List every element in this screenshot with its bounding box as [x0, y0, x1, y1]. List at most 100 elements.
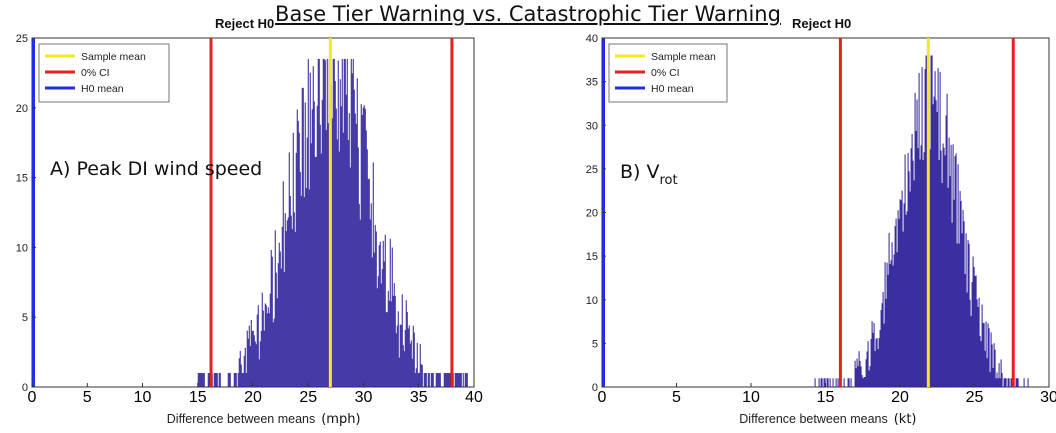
- histogram-bar: [454, 373, 456, 387]
- histogram-bar: [824, 378, 826, 387]
- histogram-bar: [311, 109, 313, 387]
- histogram-bar: [327, 123, 329, 387]
- x-tick-label: 0: [598, 389, 607, 406]
- histogram-bar: [264, 303, 266, 387]
- histogram-bar: [1003, 378, 1005, 387]
- histogram-bar: [280, 268, 282, 387]
- histogram-bar: [914, 92, 916, 387]
- histogram-bar: [987, 323, 989, 387]
- histogram-bar: [857, 366, 859, 387]
- x-tick-label: 40: [465, 389, 483, 406]
- histogram-bar: [832, 378, 834, 387]
- histogram-bar: [917, 148, 919, 387]
- histogram-bar: [936, 111, 938, 387]
- histogram-bar: [396, 325, 398, 387]
- histogram-bar: [350, 58, 352, 387]
- histogram-bar: [403, 351, 405, 387]
- histogram-bar: [344, 58, 346, 387]
- histogram-bar: [1000, 359, 1002, 387]
- histogram-bar: [239, 350, 241, 387]
- histogram-bar: [406, 311, 408, 387]
- y-tick-label: 5: [592, 338, 598, 350]
- histogram-bar: [955, 153, 957, 387]
- histogram-bar: [921, 67, 923, 387]
- histogram-bar: [889, 264, 891, 387]
- histogram-bar: [400, 324, 402, 387]
- histogram-bar: [888, 232, 890, 387]
- histogram-bar: [301, 87, 303, 387]
- histogram-bar: [863, 376, 865, 387]
- histogram-bar: [885, 298, 887, 387]
- histogram-bar: [241, 373, 243, 387]
- x-tick-label: 30: [1040, 389, 1056, 406]
- histogram-bar: [826, 378, 828, 387]
- y-tick-label: 20: [586, 208, 598, 220]
- histogram-bar: [445, 373, 447, 387]
- histogram-bar: [323, 58, 325, 387]
- legend-label: 0% CI: [81, 67, 110, 79]
- histogram-bar: [357, 147, 359, 387]
- histogram-bar: [410, 340, 412, 387]
- y-tick-label: 20: [16, 103, 28, 115]
- histogram-bar: [847, 378, 849, 387]
- histogram-bar: [923, 152, 925, 387]
- histogram-bar: [245, 373, 247, 387]
- histogram-bar: [996, 372, 998, 387]
- histogram-bar: [354, 113, 356, 388]
- histogram-bar: [297, 120, 299, 388]
- histogram-bar: [242, 372, 244, 387]
- histogram-bar: [465, 373, 467, 387]
- histogram-bar: [860, 366, 862, 387]
- histogram-bar: [300, 195, 302, 387]
- histogram-bar: [871, 321, 873, 387]
- histogram-bar: [409, 343, 411, 387]
- histogram-bar: [935, 100, 937, 388]
- histogram-bar: [952, 144, 954, 387]
- histogram-bar: [929, 149, 931, 387]
- legend-label: Sample mean: [651, 51, 716, 63]
- histogram-bar: [387, 291, 389, 387]
- histogram-bar: [348, 113, 350, 387]
- x-tick-label: 20: [891, 389, 909, 406]
- histogram-bar: [418, 372, 420, 387]
- histogram-bar: [419, 343, 421, 387]
- histogram-bar: [431, 373, 433, 387]
- histogram-bar: [414, 373, 416, 387]
- histogram-bar: [976, 299, 978, 387]
- histogram-bar: [389, 238, 391, 387]
- histogram-bar: [362, 107, 364, 387]
- x-tick-label: 10: [134, 389, 152, 406]
- histogram-bar: [249, 345, 251, 387]
- histogram-bar: [965, 233, 967, 387]
- histogram-bar: [338, 151, 340, 387]
- histogram-bar: [848, 378, 850, 387]
- y-tick-label: 0: [22, 382, 28, 394]
- histogram-bar: [361, 114, 363, 387]
- histogram-bar: [945, 115, 947, 387]
- y-tick-label: 25: [16, 33, 28, 45]
- histogram-bar: [397, 311, 399, 387]
- histogram-bar: [867, 341, 869, 387]
- histogram-bar: [821, 378, 823, 387]
- histogram-bar: [384, 234, 386, 387]
- histogram-bar: [283, 271, 285, 387]
- histogram-bar: [933, 96, 935, 388]
- histogram-bar: [873, 322, 875, 387]
- histogram-bar: [870, 339, 872, 387]
- histogram-bar: [275, 272, 277, 387]
- y-tick-label: 35: [586, 77, 598, 89]
- histogram-bar: [906, 211, 908, 387]
- histogram-bar: [237, 373, 239, 387]
- histogram-bar: [378, 245, 380, 387]
- histogram-bar: [444, 373, 446, 387]
- histogram-bar: [439, 373, 441, 387]
- x-tick-label: 25: [966, 389, 984, 406]
- histogram-bar: [352, 58, 354, 387]
- histogram-bar: [883, 323, 885, 387]
- histogram-bar: [309, 72, 311, 387]
- histogram-bar: [392, 295, 394, 387]
- histogram-bar: [1015, 378, 1017, 387]
- x-tick-label: 30: [355, 389, 373, 406]
- histogram-bar: [261, 292, 263, 387]
- histogram-bar: [398, 357, 400, 387]
